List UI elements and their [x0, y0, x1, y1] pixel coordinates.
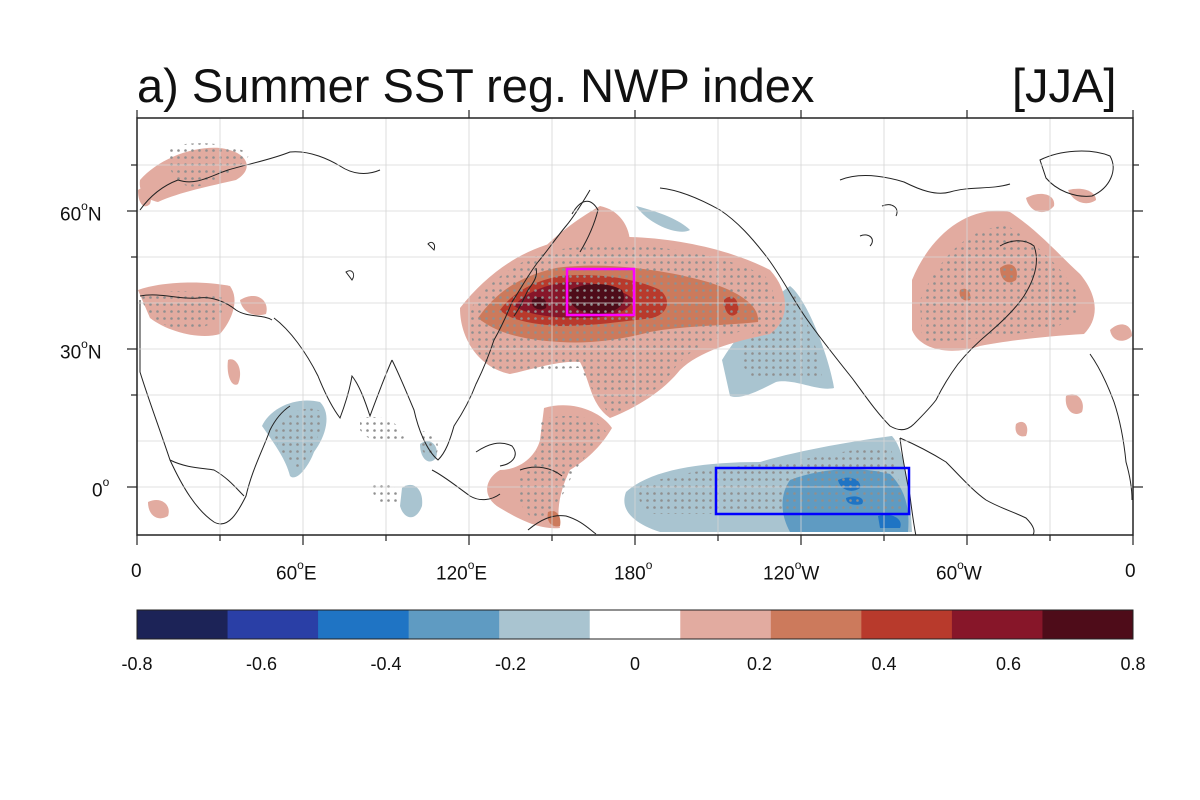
colorbar-swatch — [680, 610, 772, 639]
colorbar-tick-label: 0.4 — [871, 654, 897, 674]
colorbar-swatch — [499, 610, 591, 639]
eastern-pacific-box — [714, 466, 911, 516]
significance-stippling — [140, 143, 1080, 520]
colorbar-swatch — [589, 610, 681, 639]
map-title: a) Summer SST reg. NWP index — [137, 59, 815, 112]
graticule — [137, 118, 1133, 535]
colorbar-swatch — [770, 610, 862, 639]
coastlines — [139, 150, 1133, 535]
colorbar-swatch — [1042, 610, 1134, 639]
colorbar-frame — [136, 609, 1134, 640]
season-label: [JJA] — [1012, 59, 1117, 112]
lon-label-0-left: 0 — [131, 561, 142, 582]
lon-label-60e: 60oE — [276, 558, 317, 585]
colorbar-tick-label: -0.2 — [494, 654, 527, 674]
axis-ticks — [127, 110, 1143, 545]
colorbar-swatch — [861, 610, 953, 639]
lon-label-180: 180o — [614, 558, 653, 585]
lon-label-120w: 120oW — [763, 558, 820, 585]
colorbar-tick-label: 0.2 — [746, 654, 773, 674]
lon-label-60w: 60oW — [936, 558, 982, 585]
lat-label-60n: 60oN — [60, 199, 102, 226]
colorbar-swatch — [408, 610, 500, 639]
lat-label-30n: 30oN — [60, 337, 102, 364]
colorbar-tick-label: 0.8 — [1120, 654, 1146, 674]
colorbar-tick-label: -0.6 — [245, 654, 278, 674]
colorbar-tick-label: -0.4 — [370, 654, 402, 674]
colorbar-tick-label: 0.6 — [995, 654, 1022, 674]
colorbar-tick-label: 0 — [629, 654, 641, 674]
lon-label-0-right: 0 — [1125, 561, 1136, 582]
lon-label-120e: 120oE — [436, 558, 488, 585]
colorbar-swatch — [318, 610, 410, 639]
nwp-index-box — [565, 267, 636, 317]
colorbar-tick-label: -0.8 — [121, 654, 153, 674]
colorbar-swatch — [137, 610, 229, 639]
colorbar — [137, 610, 1134, 639]
lat-label-eq: 0o — [92, 475, 110, 502]
colorbar-swatch — [951, 610, 1043, 639]
colorbar-swatch — [227, 610, 319, 639]
